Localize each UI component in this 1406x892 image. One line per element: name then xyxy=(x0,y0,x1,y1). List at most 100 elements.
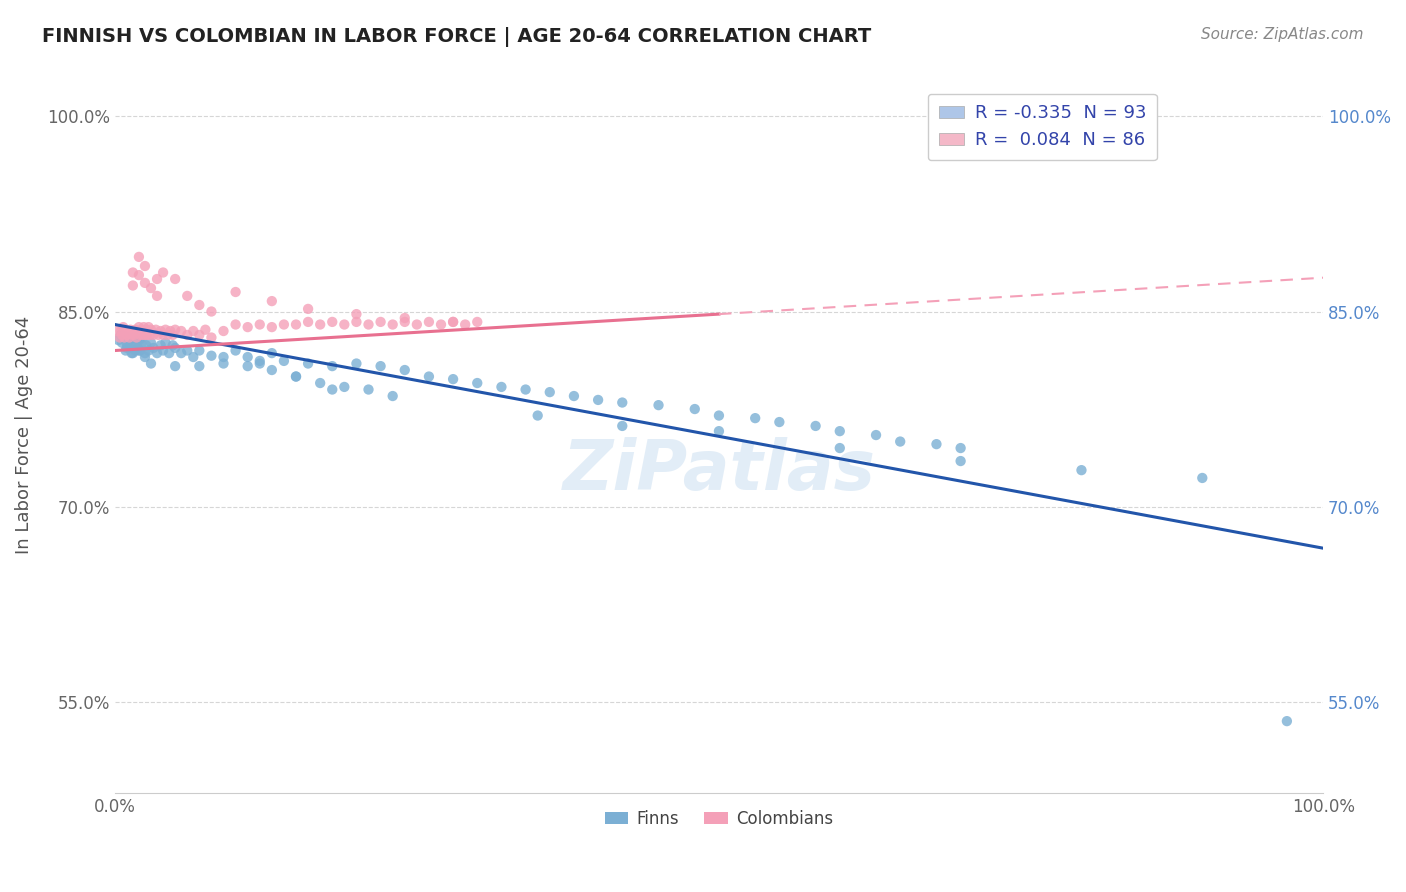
Point xyxy=(124,343,146,358)
Point xyxy=(165,341,187,355)
Point xyxy=(131,327,153,342)
Point xyxy=(394,363,416,377)
Point xyxy=(128,333,150,347)
Point xyxy=(128,268,150,282)
Point xyxy=(285,318,308,332)
Text: FINNISH VS COLOMBIAN IN LABOR FORCE | AGE 20-64 CORRELATION CHART: FINNISH VS COLOMBIAN IN LABOR FORCE | AG… xyxy=(42,27,872,46)
Point xyxy=(225,318,247,332)
Point xyxy=(538,385,561,400)
Point xyxy=(111,327,134,342)
Point xyxy=(828,441,851,455)
Point xyxy=(612,419,634,434)
Point xyxy=(124,323,146,337)
Point xyxy=(441,372,464,386)
Point xyxy=(309,318,332,332)
Point xyxy=(114,343,136,358)
Point xyxy=(134,276,156,290)
Point xyxy=(465,315,488,329)
Point xyxy=(125,330,148,344)
Point xyxy=(117,324,139,338)
Point xyxy=(744,411,766,425)
Point xyxy=(370,359,392,373)
Point xyxy=(165,272,187,286)
Point xyxy=(260,294,283,309)
Text: Source: ZipAtlas.com: Source: ZipAtlas.com xyxy=(1201,27,1364,42)
Point xyxy=(122,330,145,344)
Point xyxy=(170,324,193,338)
Point xyxy=(297,301,319,316)
Point xyxy=(135,323,157,337)
Point xyxy=(152,343,174,358)
Point xyxy=(346,357,368,371)
Point xyxy=(297,315,319,329)
Point xyxy=(139,327,162,342)
Point xyxy=(162,327,184,342)
Point xyxy=(194,323,217,337)
Point xyxy=(683,402,706,417)
Point xyxy=(612,395,634,409)
Point xyxy=(200,349,222,363)
Point xyxy=(142,341,165,355)
Point xyxy=(145,323,167,337)
Point xyxy=(381,318,404,332)
Point xyxy=(1070,463,1092,477)
Point xyxy=(110,324,132,338)
Point xyxy=(131,330,153,344)
Point xyxy=(111,335,134,350)
Point xyxy=(112,320,135,334)
Point xyxy=(135,338,157,352)
Point xyxy=(188,343,211,358)
Point xyxy=(152,327,174,342)
Point xyxy=(212,350,235,364)
Point xyxy=(131,337,153,351)
Point xyxy=(236,359,259,373)
Point xyxy=(127,324,149,338)
Point xyxy=(146,289,169,303)
Point xyxy=(122,278,145,293)
Point xyxy=(212,324,235,338)
Point xyxy=(188,298,211,312)
Point xyxy=(394,315,416,329)
Point xyxy=(131,323,153,337)
Point xyxy=(115,341,138,355)
Point xyxy=(200,304,222,318)
Point xyxy=(132,320,155,334)
Point xyxy=(110,327,132,342)
Point xyxy=(1275,714,1298,728)
Point xyxy=(804,419,827,434)
Point xyxy=(125,335,148,350)
Point xyxy=(138,320,160,334)
Point xyxy=(188,359,211,373)
Point xyxy=(260,346,283,360)
Point xyxy=(707,409,730,423)
Point xyxy=(394,311,416,326)
Point xyxy=(405,318,427,332)
Point xyxy=(309,376,332,390)
Point xyxy=(949,441,972,455)
Point xyxy=(107,333,129,347)
Point xyxy=(176,343,198,358)
Point xyxy=(122,324,145,338)
Point xyxy=(249,354,271,368)
Point xyxy=(155,323,177,337)
Point xyxy=(176,327,198,342)
Point xyxy=(491,380,513,394)
Point xyxy=(120,333,142,347)
Point xyxy=(418,369,440,384)
Point xyxy=(122,337,145,351)
Point xyxy=(134,350,156,364)
Point xyxy=(121,346,143,360)
Point xyxy=(105,324,128,338)
Point xyxy=(357,383,380,397)
Point xyxy=(225,343,247,358)
Point xyxy=(418,315,440,329)
Point xyxy=(146,272,169,286)
Point xyxy=(155,335,177,350)
Point xyxy=(122,265,145,279)
Point xyxy=(381,389,404,403)
Point xyxy=(146,346,169,360)
Point xyxy=(134,346,156,360)
Point xyxy=(454,318,477,332)
Point xyxy=(112,330,135,344)
Point xyxy=(515,383,537,397)
